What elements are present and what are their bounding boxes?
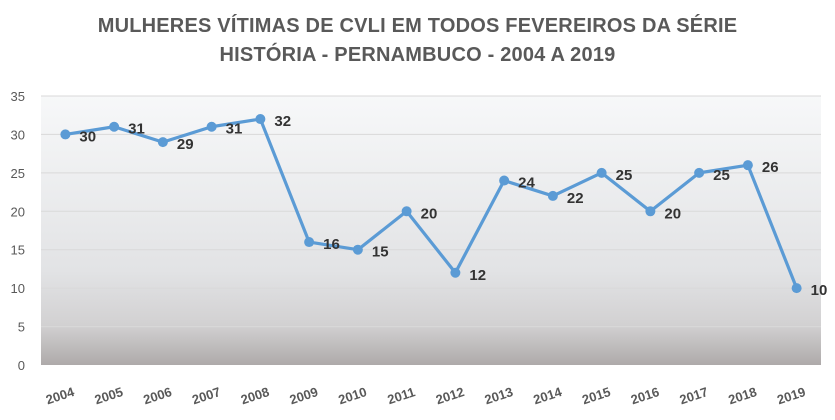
x-tick-label: 2004	[44, 384, 77, 407]
data-point	[157, 137, 168, 148]
x-tick-label: 2008	[239, 384, 271, 407]
x-tick-label: 2005	[93, 384, 125, 407]
x-tick-label: 2013	[483, 384, 515, 407]
data-label: 25	[616, 167, 633, 184]
data-point	[499, 175, 510, 186]
data-markers	[60, 114, 802, 294]
data-label: 10	[811, 282, 828, 299]
y-tick-label: 5	[18, 320, 25, 335]
data-labels: 30 31 29 31 32 16 15 20 12 24 22 25 20 25 26 10	[79, 113, 827, 299]
chart-title-line-1: MULHERES VÍTIMAS DE CVLI EM TODOS FEVERE…	[97, 15, 738, 37]
data-point	[742, 160, 753, 171]
gridlines	[41, 95, 821, 328]
data-label: 15	[372, 244, 389, 261]
data-point	[401, 206, 412, 217]
data-label: 31	[128, 121, 145, 138]
x-tick-label: 2014	[531, 384, 564, 407]
y-tick-label: 30	[11, 127, 25, 142]
data-point	[791, 283, 802, 294]
x-axis: 2004 2005 2006 2007 2008 2009 2010 2011 2012 2013…	[44, 384, 807, 407]
data-label: 22	[567, 190, 584, 207]
data-point	[60, 129, 71, 140]
data-label: 31	[226, 121, 243, 138]
data-point	[596, 167, 607, 178]
data-point	[450, 267, 461, 278]
data-point	[255, 114, 266, 125]
data-point	[694, 167, 705, 178]
x-tick-label: 2012	[434, 384, 466, 407]
x-tick-label: 2017	[678, 384, 710, 407]
chart-title: MULHERES VÍTIMAS DE CVLI EM TODOS FEVERE…	[0, 12, 835, 70]
plot-area	[41, 96, 821, 365]
data-point	[304, 237, 315, 248]
x-tick-label: 2011	[386, 384, 417, 407]
data-label: 26	[762, 159, 779, 176]
x-tick-label: 2007	[190, 384, 222, 407]
y-tick-label: 15	[11, 243, 25, 258]
y-tick-label: 25	[11, 166, 25, 181]
x-tick-label: 2016	[629, 384, 661, 407]
y-tick-label: 0	[18, 358, 25, 373]
data-point	[352, 244, 363, 255]
chart-title-line-2: HISTÓRIA - PERNAMBUCO - 2004 A 2019	[219, 44, 616, 66]
x-tick-label: 2009	[288, 384, 320, 407]
y-axis: 0 5 10 15 20 25 30 35	[11, 89, 25, 373]
x-tick-label: 2015	[580, 384, 612, 407]
x-tick-label: 2019	[775, 384, 807, 407]
x-tick-label: 2006	[141, 384, 173, 407]
x-tick-label: 2010	[336, 384, 368, 407]
y-tick-label: 20	[11, 204, 25, 219]
data-label: 25	[713, 167, 730, 184]
y-tick-label: 35	[11, 89, 25, 104]
data-label: 30	[79, 128, 96, 145]
data-point	[645, 206, 656, 217]
y-tick-label: 10	[11, 281, 25, 296]
data-point	[547, 190, 558, 201]
data-label: 32	[274, 113, 291, 130]
data-label: 24	[518, 175, 535, 192]
data-point	[206, 121, 217, 132]
data-label: 20	[421, 205, 438, 222]
data-label: 12	[469, 267, 486, 284]
x-tick-label: 2018	[726, 384, 758, 407]
data-label: 29	[177, 136, 194, 153]
data-point	[109, 121, 120, 132]
data-label: 20	[664, 205, 681, 222]
series-line	[65, 117, 799, 289]
data-label: 16	[323, 236, 340, 253]
